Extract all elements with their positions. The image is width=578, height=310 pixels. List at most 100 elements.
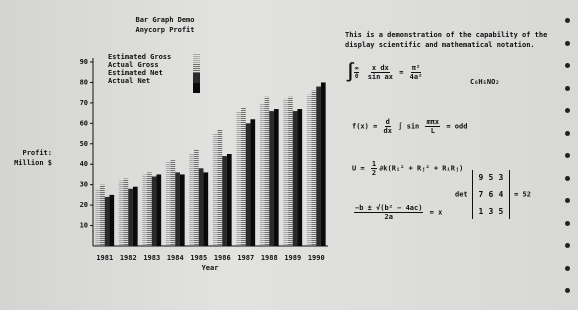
result: 52 [523, 191, 531, 199]
x-tick-label: 1990 [308, 254, 325, 262]
x-tick-label: 1981 [96, 254, 113, 262]
chem: C₆H₅NO₂ [470, 78, 500, 86]
x-axis-label: Year [202, 264, 219, 272]
bar [95, 189, 100, 246]
legend-swatch [193, 83, 200, 93]
hole [565, 221, 570, 226]
lower: 0 [355, 73, 359, 80]
y-tick-label: 30 [80, 181, 88, 189]
bar [222, 156, 227, 246]
quadratic: −b ± √(b² − 4ac)2a = x [352, 204, 442, 221]
rhs: ∂k(Rᵢ² + Rⱼ² + RᵢRⱼ) [379, 165, 463, 173]
bar [147, 172, 152, 246]
matrix-cell: 3 [486, 207, 496, 216]
bar [166, 162, 171, 246]
bar [293, 111, 298, 246]
u-eq: U = 12∂k(Rᵢ² + Rⱼ² + RᵢRⱼ) [352, 160, 463, 177]
den: L [431, 127, 435, 135]
num: mπx [425, 118, 440, 127]
y-tick-label: 80 [80, 78, 88, 86]
num: 1 [371, 160, 377, 169]
num: d [385, 118, 391, 127]
den: 4a² [410, 73, 423, 81]
bar [283, 99, 288, 246]
hole [565, 243, 570, 248]
num: −b ± √(b² − 4ac) [354, 204, 423, 213]
matrix-cell: 5 [496, 207, 506, 216]
hole [565, 63, 570, 68]
hole [565, 18, 570, 23]
bar [105, 197, 110, 246]
x-tick-label: 1988 [261, 254, 278, 262]
bar [269, 111, 274, 246]
matrix-cell: 1 [476, 207, 486, 216]
bar [227, 154, 232, 246]
y-tick-label: 10 [80, 222, 88, 230]
x-tick-label: 1983 [143, 254, 160, 262]
bar [175, 172, 180, 246]
bar [180, 174, 185, 246]
bar [241, 107, 246, 246]
bar [203, 172, 208, 246]
bar [218, 129, 223, 246]
bar [189, 154, 194, 246]
upper: ∞ [354, 65, 360, 73]
y-tick-label: 50 [80, 140, 88, 148]
bar [124, 179, 129, 246]
bar [265, 97, 270, 246]
bar [260, 103, 265, 246]
bar [312, 91, 317, 246]
op: ∫ sin [398, 123, 419, 131]
bar [152, 176, 157, 246]
hole [565, 153, 570, 158]
x-tick-label: 1984 [167, 254, 184, 262]
bar [156, 174, 161, 246]
legend-label: Estimated Net [108, 69, 163, 77]
eq: = [514, 191, 518, 199]
hole [565, 108, 570, 113]
intro: This is a demonstration of the capabilit… [345, 30, 550, 50]
bar [288, 97, 293, 246]
hole [565, 86, 570, 91]
legend-swatch [193, 73, 200, 83]
eq: = [399, 69, 403, 77]
x-tick-label: 1987 [237, 254, 254, 262]
bar [119, 181, 124, 246]
y-axis-label: Profit: Million $ [6, 148, 52, 168]
legend-swatch [193, 63, 200, 73]
matrix-cell: 9 [476, 173, 486, 182]
hole [565, 198, 570, 203]
legend-label: Estimated Gross [108, 53, 171, 61]
den: 2 [372, 169, 376, 177]
matrix-cell: 3 [496, 173, 506, 182]
legend-label: Actual Net [108, 77, 150, 85]
bar [246, 123, 251, 246]
bar [133, 187, 138, 246]
y-tick-label: 20 [80, 201, 88, 209]
bar [307, 95, 312, 246]
den: sin ax [368, 73, 393, 81]
bar [199, 168, 204, 246]
num: x dx [371, 64, 390, 73]
x-tick-label: 1986 [214, 254, 231, 262]
y-tick-label: 40 [80, 160, 88, 168]
y-tick-label: 90 [80, 58, 88, 66]
num: π² [411, 64, 421, 73]
det-label: det [455, 191, 468, 199]
bar [109, 195, 114, 246]
bar [297, 109, 302, 246]
bar [213, 134, 218, 246]
legend-label: Actual Gross [108, 61, 159, 69]
rhs: = odd [446, 123, 467, 131]
x-tick-label: 1985 [190, 254, 207, 262]
den: 2a [385, 213, 393, 221]
y-tick-label: 70 [80, 99, 88, 107]
bar [250, 119, 255, 246]
x-tick-label: 1989 [284, 254, 301, 262]
den: dx [384, 127, 392, 135]
bar [321, 82, 326, 246]
matrix-cell: 6 [486, 190, 496, 199]
